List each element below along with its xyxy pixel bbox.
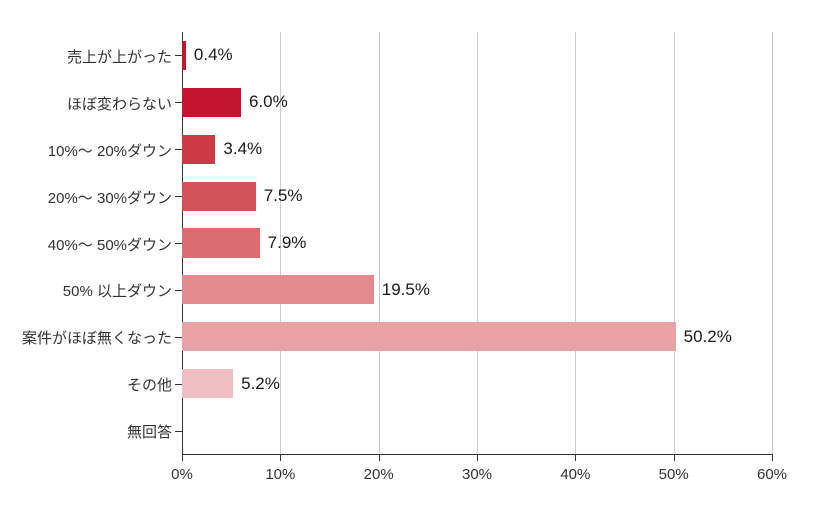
- bar-row: 0.4%: [182, 41, 772, 70]
- x-axis-line: [182, 454, 772, 455]
- survey-bar-chart: 0.4% 6.0% 3.4% 7.5% 7.9% 19.5% 50.2% 5.2% 0% 10%…: [0, 0, 840, 516]
- x-gridline: [772, 32, 773, 454]
- y-tick-mark: [175, 55, 182, 56]
- bar-value-label: 3.4%: [223, 139, 262, 159]
- bar: [182, 275, 374, 304]
- bar-row: 6.0%: [182, 88, 772, 117]
- bar-row: 7.5%: [182, 182, 772, 211]
- x-tick-label: 10%: [265, 466, 295, 483]
- y-tick-mark: [175, 149, 182, 150]
- y-tick-mark: [175, 243, 182, 244]
- bar-row: 19.5%: [182, 275, 772, 304]
- y-tick-mark: [175, 384, 182, 385]
- y-tick-mark: [175, 290, 182, 291]
- category-label: その他: [127, 374, 172, 395]
- bar: [182, 228, 260, 257]
- x-tick-label: 60%: [757, 466, 787, 483]
- bar: [182, 369, 233, 398]
- x-tick-mark: [477, 454, 478, 461]
- bar-value-label: 50.2%: [684, 327, 732, 347]
- bar: [182, 135, 215, 164]
- x-tick-label: 0%: [171, 466, 193, 483]
- x-tick-label: 20%: [364, 466, 394, 483]
- category-label: 無回答: [127, 421, 172, 442]
- x-tick-mark: [772, 454, 773, 461]
- y-tick-mark: [175, 337, 182, 338]
- plot-area: 0.4% 6.0% 3.4% 7.5% 7.9% 19.5% 50.2% 5.2%: [182, 32, 772, 454]
- category-label: 50% 以上ダウン: [63, 280, 172, 301]
- category-label: 20%～ 30%ダウン: [48, 187, 172, 208]
- bar-row: 50.2%: [182, 322, 772, 351]
- bar-row: 5.2%: [182, 369, 772, 398]
- bar: [182, 182, 256, 211]
- y-tick-mark: [175, 196, 182, 197]
- x-tick-mark: [575, 454, 576, 461]
- bar: [182, 322, 676, 351]
- category-label: 売上が上がった: [67, 46, 172, 67]
- category-label: 10%～ 20%ダウン: [48, 140, 172, 161]
- bar: [182, 41, 186, 70]
- category-label: ほぼ変わらない: [67, 93, 172, 114]
- bar: [182, 88, 241, 117]
- x-tick-mark: [182, 454, 183, 461]
- x-tick-label: 30%: [462, 466, 492, 483]
- bar-value-label: 7.5%: [264, 186, 303, 206]
- bar-row: [182, 416, 772, 445]
- category-label: 40%～ 50%ダウン: [48, 234, 172, 255]
- bar-value-label: 0.4%: [194, 45, 233, 65]
- bar-value-label: 5.2%: [241, 374, 280, 394]
- x-tick-label: 40%: [560, 466, 590, 483]
- category-label: 案件がほぼ無くなった: [22, 327, 172, 348]
- bar-value-label: 7.9%: [268, 233, 307, 253]
- x-tick-mark: [280, 454, 281, 461]
- bar-value-label: 19.5%: [382, 280, 430, 300]
- x-tick-mark: [674, 454, 675, 461]
- x-tick-label: 50%: [659, 466, 689, 483]
- y-tick-mark: [175, 102, 182, 103]
- bar-row: 3.4%: [182, 135, 772, 164]
- bar-row: 7.9%: [182, 228, 772, 257]
- x-tick-mark: [379, 454, 380, 461]
- y-tick-mark: [175, 431, 182, 432]
- bar-value-label: 6.0%: [249, 92, 288, 112]
